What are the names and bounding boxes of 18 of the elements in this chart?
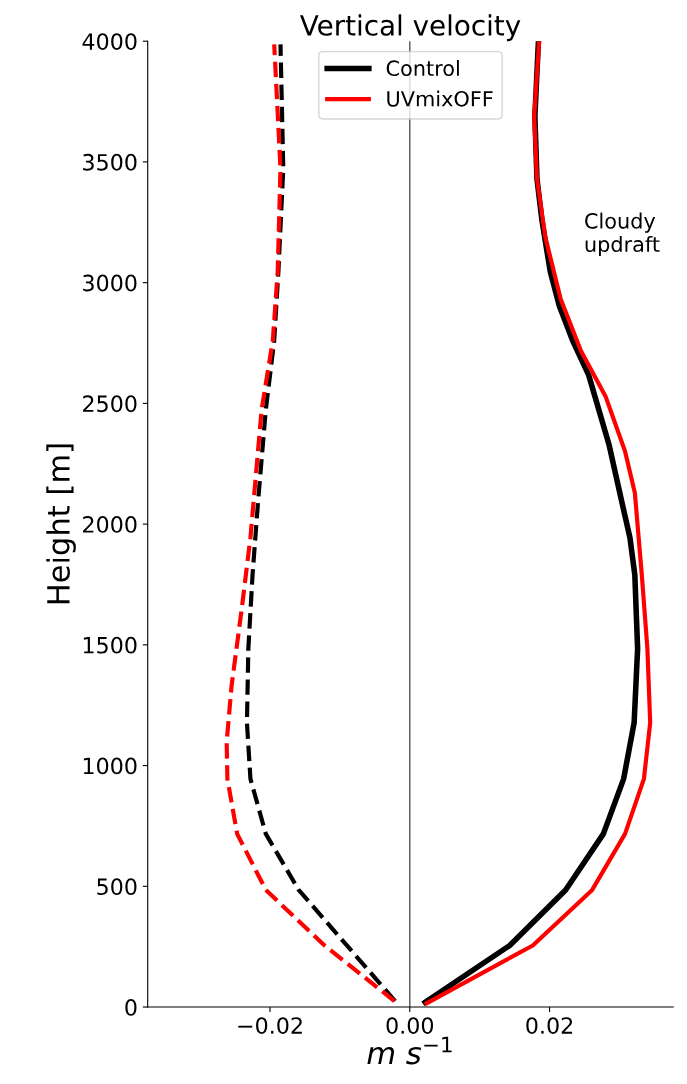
- y-tick-label: 3000: [83, 274, 137, 292]
- y-tick-label: 3500: [83, 153, 137, 171]
- y-tick-label: 1000: [83, 757, 137, 775]
- y-tick-label: 0: [125, 998, 137, 1016]
- y-tick-label: 1500: [83, 636, 137, 654]
- y-tick-label: 4000: [82, 33, 137, 50]
- x-tick-label: −0.02: [238, 1017, 302, 1034]
- y-tick-label: 2000: [83, 516, 137, 533]
- x-tick-label: 0.02: [526, 1017, 573, 1034]
- x-axis-title: m s$^{−1}$: [367, 1036, 452, 1065]
- legend-label: UVmixOFF: [387, 90, 493, 107]
- y-tick-label: 2500: [83, 395, 137, 413]
- annotation: Cloudy updraft: [585, 212, 660, 257]
- y-tick-label: 500: [97, 878, 137, 896]
- x-tick-label: 0.00: [386, 1017, 434, 1034]
- legend-label: Control: [386, 59, 459, 77]
- y-axis-title: Height [m]: [46, 444, 76, 604]
- chart-title: Vertical velocity: [300, 14, 521, 42]
